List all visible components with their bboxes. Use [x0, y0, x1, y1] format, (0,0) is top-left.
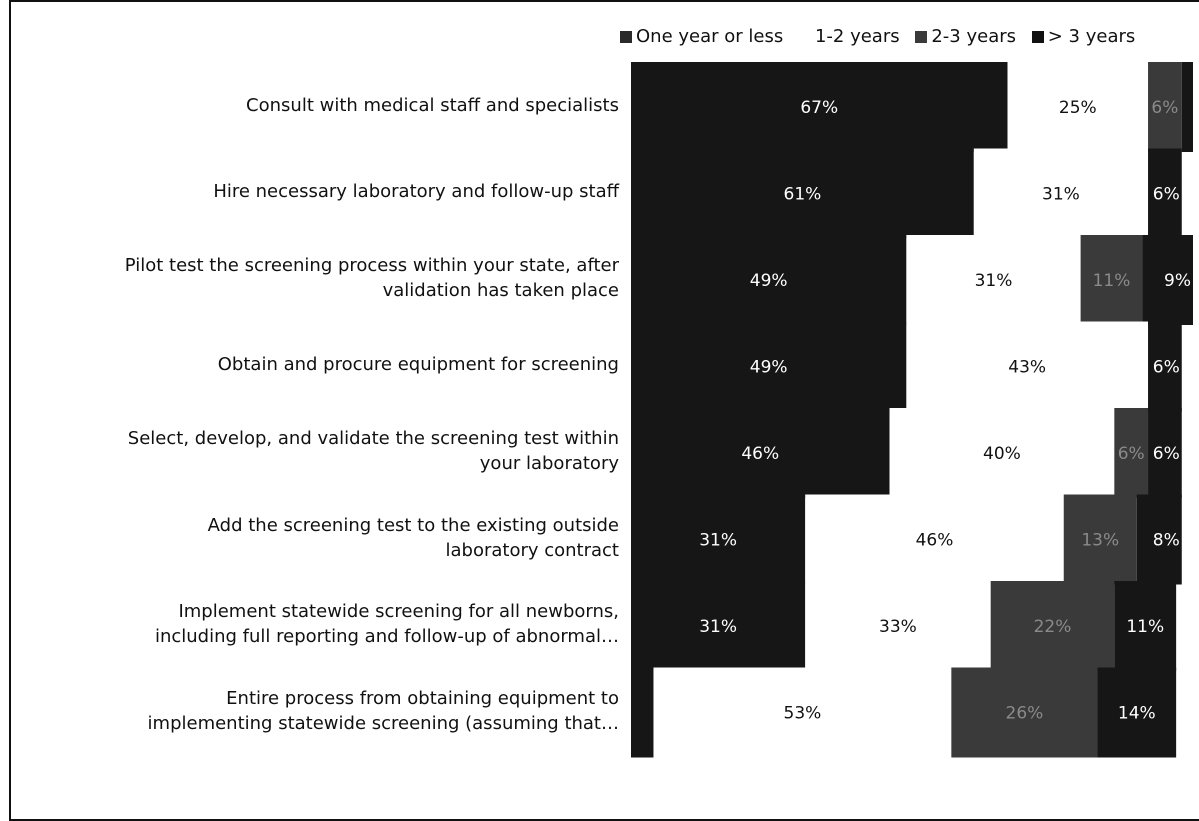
data-label: 31% — [1042, 185, 1080, 205]
bar-segment — [973, 148, 1149, 239]
category-label-line: including full reporting and follow-up o… — [154, 626, 619, 647]
category-label: Entire process from obtaining equipment … — [0, 686, 619, 736]
legend-label: > 3 years — [1047, 26, 1136, 47]
bar-segment — [631, 408, 890, 498]
bar-segment — [631, 321, 907, 412]
data-label: 6% — [1118, 444, 1145, 464]
bar-segment — [1097, 667, 1177, 758]
category-label-line: validation has taken place — [382, 280, 619, 301]
bar-segment — [1114, 581, 1177, 671]
bar-segment — [631, 148, 974, 239]
bar-segment — [1136, 494, 1182, 585]
legend-item-2-3-years: 2-3 years — [915, 26, 1016, 47]
bar-segment — [1007, 62, 1149, 152]
category-label: Select, develop, and validate the screen… — [0, 426, 619, 476]
category-label-line: your laboratory — [479, 453, 619, 474]
bar-segment — [805, 581, 991, 671]
category-label-line: Hire necessary laboratory and follow-up … — [213, 181, 619, 202]
data-label: 49% — [750, 271, 788, 291]
data-label: 53% — [784, 704, 822, 724]
data-label: 22% — [1034, 617, 1072, 637]
data-label: 43% — [1008, 358, 1046, 378]
bar-segment — [906, 235, 1081, 325]
legend-item-1-2-years: 1-2 years — [798, 26, 900, 47]
data-label: 14% — [1118, 704, 1156, 724]
legend: One year or less 1-2 years 2-3 years > 3… — [620, 26, 1145, 48]
data-label: 26% — [1006, 704, 1044, 724]
data-label: 46% — [741, 444, 779, 464]
bar-segment — [1148, 62, 1182, 152]
category-label-line: Entire process from obtaining equipment … — [226, 687, 619, 709]
legend-swatch — [798, 30, 811, 43]
category-label-line: Pilot test the screening process within … — [124, 255, 619, 276]
legend-item-more-than-3-years: > 3 years — [1031, 26, 1136, 47]
bar-segment — [1148, 408, 1182, 498]
category-label: Obtain and procure equipment for screeni… — [0, 352, 619, 377]
bar-segment — [631, 581, 806, 671]
legend-swatch — [620, 30, 632, 43]
data-label: 6% — [1153, 444, 1180, 464]
bar-segment — [1080, 235, 1143, 325]
bar-segment — [951, 667, 1098, 758]
category-label-line: Obtain and procure equipment for screeni… — [217, 354, 619, 375]
bar-segment — [1148, 321, 1182, 412]
category-label: Implement statewide screening for all ne… — [0, 599, 619, 649]
bar-segment — [631, 494, 806, 585]
bar-segment — [889, 408, 1115, 498]
category-label: Consult with medical staff and specialis… — [0, 93, 619, 118]
data-label: 61% — [784, 185, 822, 205]
bar-segment — [631, 62, 1008, 152]
data-label: 31% — [699, 531, 737, 551]
data-label: 31% — [699, 617, 737, 637]
data-label: 31% — [975, 271, 1013, 291]
bar-segment — [631, 235, 907, 325]
data-label: 11% — [1126, 617, 1164, 637]
bar-segment — [1142, 235, 1193, 325]
data-label: 33% — [879, 617, 917, 637]
data-label: 67% — [800, 98, 838, 118]
bar-segment — [653, 667, 952, 758]
bar-segment — [631, 667, 654, 758]
data-label: 40% — [983, 444, 1021, 464]
category-label-line: implementing statewide screening (assumi… — [147, 712, 619, 734]
bar-segment — [990, 581, 1115, 671]
data-label: 13% — [1081, 531, 1119, 551]
category-label: Hire necessary laboratory and follow-up … — [0, 179, 619, 204]
legend-swatch — [915, 30, 928, 43]
data-label: 6% — [1151, 98, 1178, 118]
bar-segment — [1063, 494, 1137, 585]
frame-top-rule — [9, 0, 1199, 2]
category-label: Add the screening test to the existing o… — [0, 513, 619, 563]
bar-segment — [1114, 408, 1149, 498]
legend-label: 1-2 years — [814, 26, 900, 47]
bar-segment — [906, 321, 1149, 412]
bar-segment — [1181, 62, 1193, 152]
category-label-line: Add the screening test to the existing o… — [207, 514, 619, 536]
legend-label: 2-3 years — [931, 26, 1016, 47]
category-label-line: Implement statewide screening for all ne… — [178, 601, 619, 622]
category-label-line: laboratory contract — [445, 539, 619, 561]
chart-frame — [9, 0, 1199, 821]
data-label: 6% — [1153, 185, 1180, 205]
data-label: 8% — [1153, 531, 1180, 551]
data-label: 46% — [916, 531, 954, 551]
category-label-line: Consult with medical staff and specialis… — [246, 94, 619, 116]
data-label: 25% — [1059, 98, 1097, 118]
data-label: 49% — [750, 358, 788, 378]
data-label: 9% — [1164, 271, 1191, 291]
data-label: 11% — [1093, 271, 1131, 291]
bar-segment — [1148, 148, 1182, 239]
legend-item-one-year-or-less: One year or less — [620, 26, 783, 47]
legend-swatch — [1031, 30, 1044, 43]
category-label-line: Select, develop, and validate the screen… — [127, 428, 619, 449]
bar-segment — [805, 494, 1064, 585]
category-label: Pilot test the screening process within … — [0, 253, 619, 303]
data-label: 6% — [1153, 358, 1180, 378]
legend-label: One year or less — [636, 26, 784, 47]
